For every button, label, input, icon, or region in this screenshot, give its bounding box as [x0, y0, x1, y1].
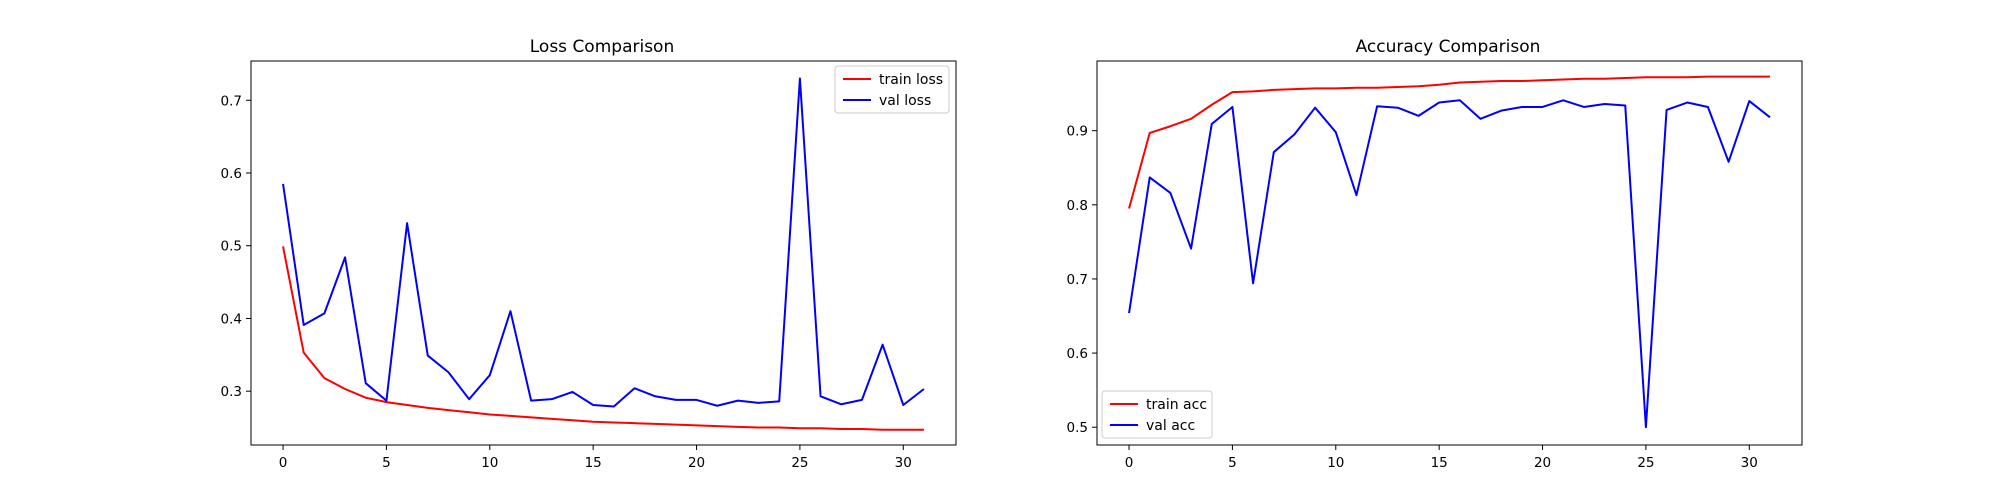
loss-y-tick-label: 0.3	[221, 384, 242, 400]
accuracy-y-tick-label: 0.7	[1067, 272, 1088, 288]
accuracy-x-tick-label: 20	[1534, 455, 1551, 471]
loss-x-tick-label: 30	[895, 455, 912, 471]
accuracy-plot-frame	[1096, 60, 1803, 446]
accuracy-x-tick-label: 0	[1125, 455, 1134, 471]
loss-y-tick-label: 0.5	[221, 239, 242, 255]
loss-x-tick-label: 5	[382, 455, 391, 471]
accuracy-legend-box	[1101, 390, 1213, 439]
loss-legend-label-train: train loss	[879, 72, 943, 88]
loss-legend-label-val: val loss	[879, 93, 931, 109]
accuracy-x-tick-label: 15	[1431, 455, 1448, 471]
accuracy-x-tick-label: 25	[1637, 455, 1654, 471]
accuracy-x-tick-label: 10	[1327, 455, 1344, 471]
loss-x-tick-label: 15	[585, 455, 602, 471]
accuracy-series-layer	[1128, 75, 1771, 429]
accuracy-y-tick-label: 0.8	[1067, 198, 1088, 214]
loss-chart: Loss Comparison 0 5 10 15 20 25 30 0.3 0.4 0.5 0.6…	[221, 37, 957, 471]
accuracy-y-tick-label: 0.5	[1067, 420, 1088, 436]
accuracy-chart: Accuracy Comparison 0 5 10 15 20 25 30 0.5 0.6 0.…	[1067, 37, 1803, 471]
loss-y-tick-label: 0.4	[221, 311, 242, 327]
accuracy-x-tick-label: 30	[1741, 455, 1758, 471]
loss-y-tick-label: 0.7	[221, 93, 242, 109]
accuracy-chart-title: Accuracy Comparison	[1356, 37, 1541, 57]
loss-chart-title: Loss Comparison	[530, 37, 674, 57]
accuracy-x-tick-label: 5	[1228, 455, 1237, 471]
loss-legend: train loss val loss	[834, 65, 950, 114]
accuracy-series-line-val	[1128, 99, 1771, 429]
accuracy-legend-label-train: train acc	[1146, 397, 1207, 413]
loss-series-line-val	[282, 77, 925, 408]
loss-x-tick-label: 25	[791, 455, 808, 471]
accuracy-y-tick-label: 0.9	[1067, 124, 1088, 140]
accuracy-legend-label-val: val acc	[1146, 418, 1195, 434]
loss-series-line-train	[282, 246, 924, 431]
accuracy-axis-ticks: 0 5 10 15 20 25 30 0.5 0.6 0.7 0.8 0.9	[1067, 124, 1758, 471]
accuracy-legend: train acc val acc	[1101, 390, 1213, 439]
loss-x-tick-label: 0	[279, 455, 288, 471]
loss-x-tick-label: 10	[481, 455, 498, 471]
accuracy-y-tick-label: 0.6	[1067, 346, 1088, 362]
loss-plot-frame	[250, 60, 957, 446]
loss-x-tick-label: 20	[688, 455, 705, 471]
loss-y-tick-label: 0.6	[221, 166, 242, 182]
loss-series-layer	[282, 77, 925, 431]
loss-legend-box	[834, 65, 950, 114]
accuracy-series-line-train	[1128, 75, 1770, 209]
loss-axis-ticks: 0 5 10 15 20 25 30 0.3 0.4 0.5 0.6 0.7	[221, 93, 912, 471]
